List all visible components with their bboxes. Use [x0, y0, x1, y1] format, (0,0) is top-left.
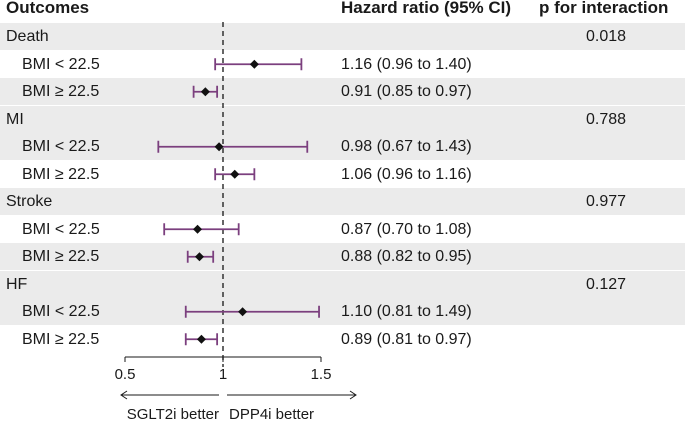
hr-point [194, 252, 204, 262]
hazard-ratio-text: 0.91 (0.85 to 0.97) [341, 83, 472, 100]
hazard-ratio-text: 1.16 (0.96 to 1.40) [341, 55, 472, 73]
outcome-label: Stroke [6, 193, 53, 210]
outcome-label: MI [6, 110, 24, 128]
p-interaction-value: 0.018 [586, 28, 627, 45]
hazard-ratio-text: 0.87 (0.70 to 1.08) [341, 220, 472, 238]
row-band [0, 270, 685, 298]
row-band [0, 298, 685, 325]
subgroup-label: BMI < 22.5 [22, 220, 100, 238]
outcomes-header: Outcomes [6, 0, 90, 17]
row-band [0, 243, 685, 270]
hr-point [214, 142, 224, 152]
hr-point [238, 307, 248, 317]
hazard-ratio-header: Hazard ratio (95% CI) [341, 0, 512, 17]
p-interaction-value: 0.127 [586, 275, 627, 293]
x-tick-label: 1.5 [311, 366, 332, 383]
right-direction-label: DPP4i better [229, 406, 314, 423]
subgroup-label: BMI < 22.5 [22, 55, 100, 73]
subgroup-label: BMI ≥ 22.5 [22, 165, 100, 183]
subgroup-label: BMI < 22.5 [22, 303, 100, 320]
hr-point [200, 87, 210, 97]
hazard-ratio-text: 0.88 (0.82 to 0.95) [341, 248, 472, 265]
subgroup-label: BMI ≥ 22.5 [22, 83, 100, 100]
row-band [0, 188, 685, 215]
row-band [0, 23, 685, 50]
row-band [0, 133, 685, 160]
outcome-label: HF [6, 275, 28, 293]
hazard-ratio-text: 1.06 (0.96 to 1.16) [341, 165, 472, 183]
hr-point [230, 169, 240, 179]
p-interaction-value: 0.788 [586, 110, 627, 128]
hr-point [196, 334, 206, 344]
hazard-ratio-text: 1.10 (0.81 to 1.49) [341, 303, 472, 320]
subgroup-label: BMI ≥ 22.5 [22, 248, 100, 265]
hr-point [193, 224, 203, 234]
row-band [0, 105, 685, 133]
hazard-ratio-text: 0.89 (0.81 to 0.97) [341, 330, 472, 348]
hazard-ratio-text: 0.98 (0.67 to 1.43) [341, 138, 472, 155]
outcome-label: Death [6, 28, 49, 45]
x-tick-label: 0.5 [115, 366, 136, 383]
subgroup-label: BMI < 22.5 [22, 138, 100, 155]
left-arrow-head [120, 390, 128, 400]
p-interaction-value: 0.977 [586, 193, 627, 210]
subgroup-label: BMI ≥ 22.5 [22, 330, 100, 348]
x-tick-label: 1 [219, 366, 227, 383]
hr-point [249, 59, 259, 69]
row-band [0, 78, 685, 105]
right-arrow-head [349, 390, 357, 400]
left-direction-label: SGLT2i better [127, 406, 219, 423]
p-interaction-header: p for interaction [539, 0, 669, 17]
